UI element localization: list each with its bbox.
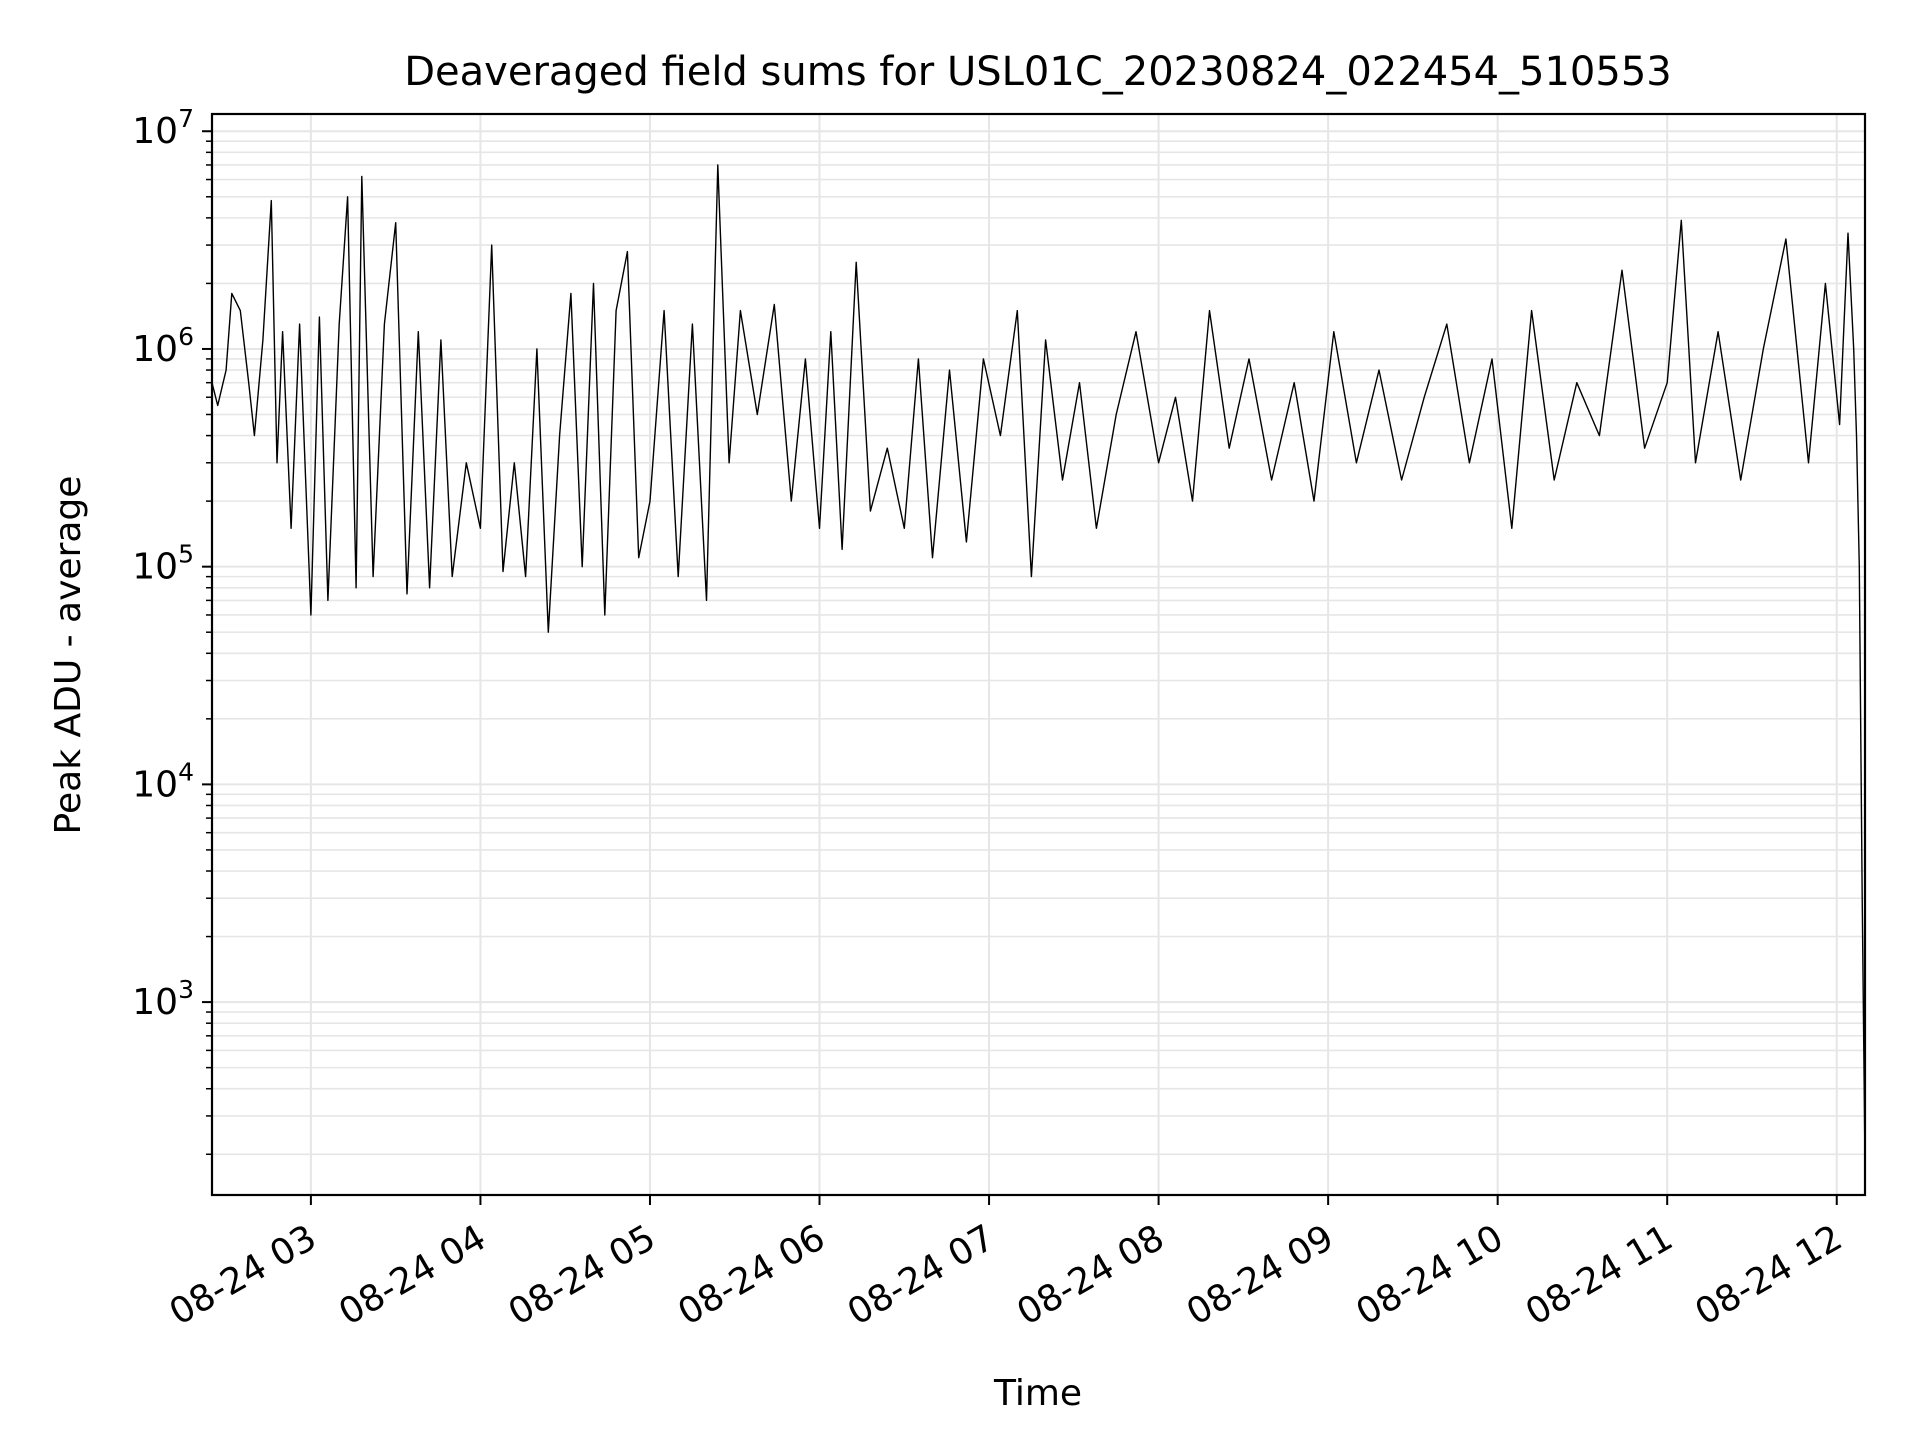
y-tick-label: 106 bbox=[132, 322, 194, 370]
x-tick-label: 08-24 04 bbox=[332, 1217, 493, 1333]
x-tick-label: 08-24 09 bbox=[1180, 1217, 1341, 1333]
y-tick-label: 104 bbox=[132, 757, 194, 805]
series-line bbox=[211, 164, 1866, 1165]
x-tick-label: 08-24 05 bbox=[502, 1217, 663, 1333]
x-tick-label: 08-24 06 bbox=[671, 1217, 832, 1333]
x-tick-label: 08-24 10 bbox=[1349, 1217, 1510, 1333]
plot-frame bbox=[210, 112, 1867, 1197]
y-axis-label: Peak ADU - average bbox=[48, 476, 89, 835]
y-tick-label: 103 bbox=[132, 975, 194, 1023]
y-axis-ticks: 103 104 105 106 107 bbox=[132, 104, 212, 1156]
y-tick-label: 107 bbox=[132, 104, 194, 152]
x-tick-label: 08-24 07 bbox=[841, 1217, 1002, 1333]
chart-title: Deaveraged field sums for USL01C_2023082… bbox=[404, 49, 1671, 95]
data-series bbox=[211, 164, 1866, 1165]
x-tick-label: 08-24 12 bbox=[1689, 1217, 1850, 1333]
grid bbox=[212, 114, 1865, 1195]
x-axis-ticks: 08-24 03 08-24 04 08-24 05 08-24 06 08-24 07… bbox=[163, 1195, 1850, 1334]
x-axis-label: Time bbox=[993, 1373, 1082, 1414]
y-tick-label: 105 bbox=[132, 540, 194, 588]
x-tick-label: 08-24 11 bbox=[1519, 1217, 1680, 1333]
x-tick-label: 08-24 08 bbox=[1010, 1217, 1171, 1333]
x-tick-label: 08-24 03 bbox=[163, 1217, 324, 1333]
